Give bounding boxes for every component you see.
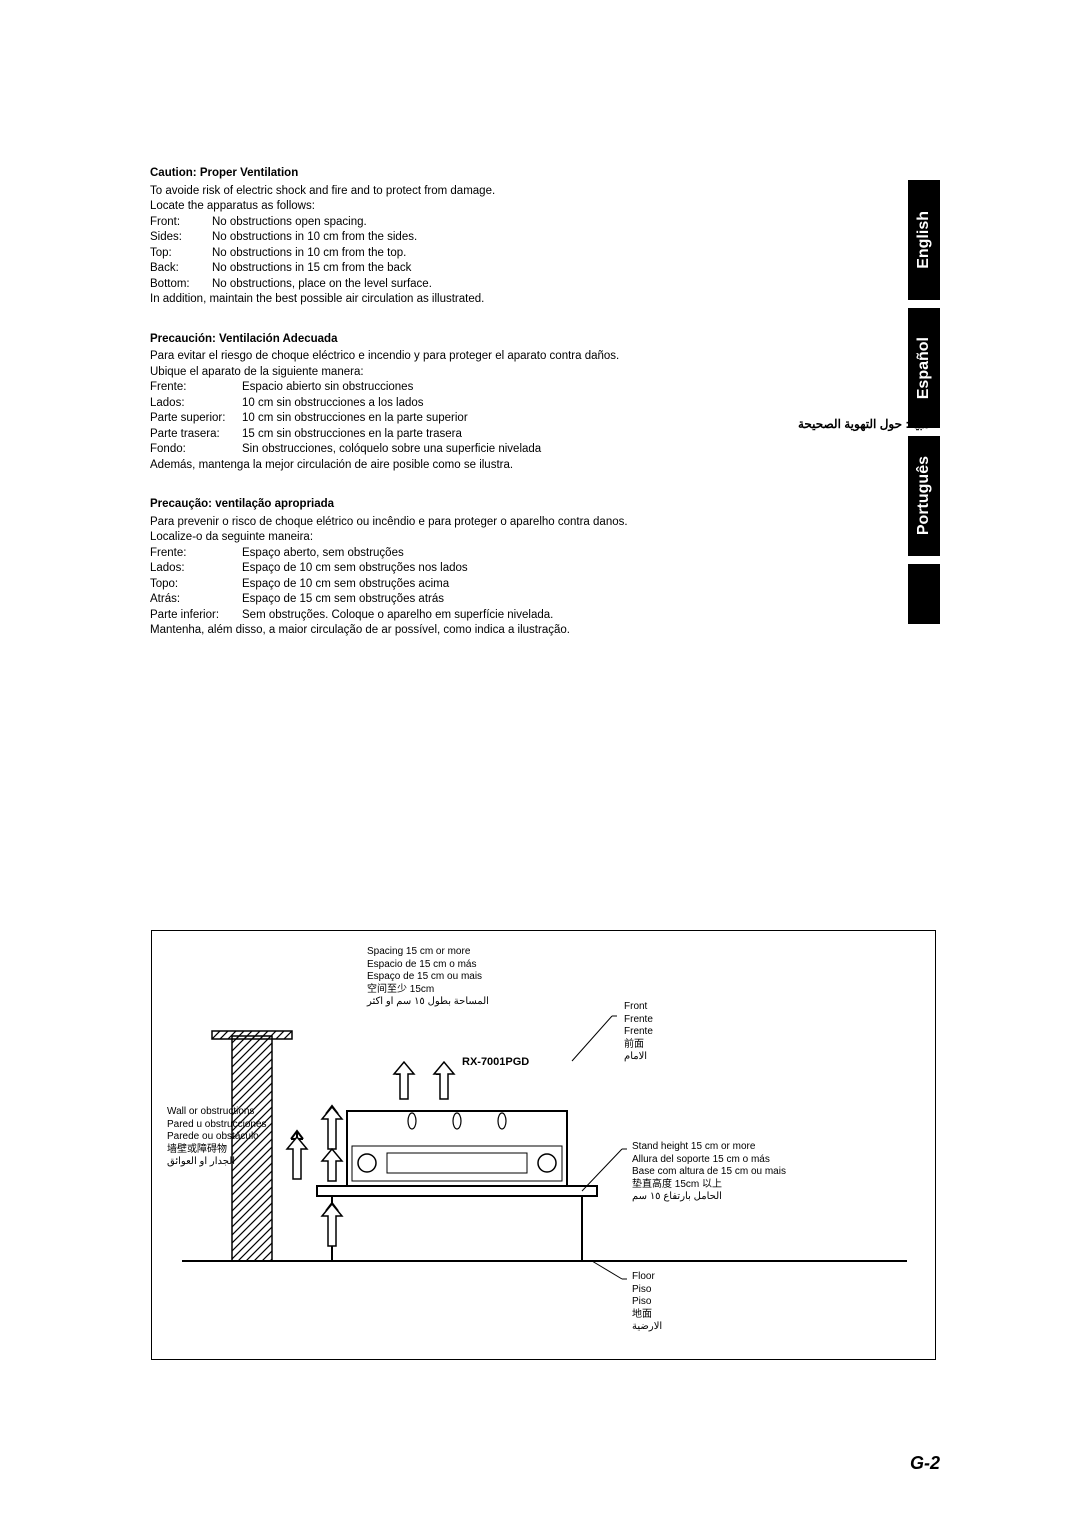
language-tabs: English Español Português	[908, 180, 940, 632]
intro1-es: Para evitar el riesgo de choque eléctric…	[150, 349, 630, 365]
spec-value: Espaço aberto, sem obstruções	[242, 546, 630, 562]
tab-portuguese: Português	[908, 436, 940, 556]
spec-row: Parte inferior:Sem obstruções. Coloque o…	[150, 608, 630, 624]
diagram-svg	[152, 931, 937, 1361]
spec-row: Frente:Espaço aberto, sem obstruções	[150, 546, 630, 562]
spec-value: No obstructions open spacing.	[212, 215, 630, 231]
spec-value: Sem obstruções. Coloque o aparelho em su…	[242, 608, 630, 624]
tab-blank	[908, 564, 940, 624]
caution-english: Caution: Proper Ventilation To avoide ri…	[150, 166, 630, 308]
floor-label: Floor Piso Piso 地面 الارضية	[632, 1271, 662, 1334]
outro-es: Además, mantenga la mejor circulación de…	[150, 458, 630, 474]
spec-value: No obstructions in 10 cm from the sides.	[212, 230, 630, 246]
spec-row: Front:No obstructions open spacing.	[150, 215, 630, 231]
front-label: Front Frente Frente 前面 الامام	[624, 1001, 653, 1064]
ventilation-diagram: RX-7001PGD Spacing 15 cm or more Espacio…	[151, 930, 936, 1360]
spec-value: No obstructions in 15 cm from the back	[212, 261, 630, 277]
spec-label: Parte trasera:	[150, 427, 242, 443]
spec-row: Top:No obstructions in 10 cm from the to…	[150, 246, 630, 262]
spec-label: Back:	[150, 261, 212, 277]
spec-value: Espaço de 10 cm sem obstruções nos lados	[242, 561, 630, 577]
stand-label: Stand height 15 cm or more Allura del so…	[632, 1141, 786, 1204]
spec-row: Fondo:Sin obstrucciones, colóquelo sobre…	[150, 442, 630, 458]
page-number: G-2	[910, 1453, 940, 1474]
title-es: Precaución: Ventilación Adecuada	[150, 332, 630, 348]
caution-spanish: Precaución: Ventilación Adecuada Para ev…	[150, 332, 630, 474]
spec-value: Espaço de 15 cm sem obstruções atrás	[242, 592, 630, 608]
spec-row: Frente:Espacio abierto sin obstrucciones	[150, 380, 630, 396]
spacing-label: Spacing 15 cm or more Espacio de 15 cm o…	[367, 946, 489, 1009]
spec-value: Sin obstrucciones, colóquelo sobre una s…	[242, 442, 630, 458]
intro2-pt: Localize-o da seguinte maneira:	[150, 530, 630, 546]
spec-row: Lados:10 cm sin obstrucciones a los lado…	[150, 396, 630, 412]
spec-value: 15 cm sin obstrucciones en la parte tras…	[242, 427, 630, 443]
intro2-en: Locate the apparatus as follows:	[150, 199, 630, 215]
spec-value: Espacio abierto sin obstrucciones	[242, 380, 630, 396]
spec-row: Atrás:Espaço de 15 cm sem obstruções atr…	[150, 592, 630, 608]
outro-pt: Mantenha, além disso, a maior circulação…	[150, 623, 630, 639]
intro1-pt: Para prevenir o risco de choque elétrico…	[150, 515, 630, 531]
spec-label: Parte superior:	[150, 411, 242, 427]
outro-en: In addition, maintain the best possible …	[150, 292, 630, 308]
spec-row: Parte superior:10 cm sin obstrucciones e…	[150, 411, 630, 427]
intro1-en: To avoide risk of electric shock and fir…	[150, 184, 630, 200]
intro2-es: Ubique el aparato de la siguiente manera…	[150, 365, 630, 381]
spec-label: Fondo:	[150, 442, 242, 458]
spec-label: Topo:	[150, 577, 242, 593]
title-en: Caution: Proper Ventilation	[150, 166, 630, 182]
title-pt: Precaução: ventilação apropriada	[150, 497, 630, 513]
spec-value: No obstructions, place on the level surf…	[212, 277, 630, 293]
spec-row: Back:No obstructions in 15 cm from the b…	[150, 261, 630, 277]
tab-english: English	[908, 180, 940, 300]
spec-label: Bottom:	[150, 277, 212, 293]
spec-value: 10 cm sin obstrucciones en la parte supe…	[242, 411, 630, 427]
spec-value: Espaço de 10 cm sem obstruções acima	[242, 577, 630, 593]
wall-label: Wall or obstructions Pared u obstruccion…	[167, 1106, 267, 1169]
spec-label: Frente:	[150, 546, 242, 562]
spec-row: Topo:Espaço de 10 cm sem obstruções acim…	[150, 577, 630, 593]
spec-label: Front:	[150, 215, 212, 231]
model-label: RX-7001PGD	[462, 1056, 529, 1070]
tab-spanish: Español	[908, 308, 940, 428]
spec-value: No obstructions in 10 cm from the top.	[212, 246, 630, 262]
caution-portuguese: Precaução: ventilação apropriada Para pr…	[150, 497, 630, 639]
spec-value: 10 cm sin obstrucciones a los lados	[242, 396, 630, 412]
arabic-caution: تنبيه: حول التهوية الصحيحة	[798, 417, 930, 431]
spec-row: Lados:Espaço de 10 cm sem obstruções nos…	[150, 561, 630, 577]
spec-label: Lados:	[150, 396, 242, 412]
spec-label: Top:	[150, 246, 212, 262]
spec-label: Sides:	[150, 230, 212, 246]
spec-row: Sides:No obstructions in 10 cm from the …	[150, 230, 630, 246]
spec-label: Atrás:	[150, 592, 242, 608]
spec-label: Lados:	[150, 561, 242, 577]
spec-row: Bottom:No obstructions, place on the lev…	[150, 277, 630, 293]
spec-row: Parte trasera:15 cm sin obstrucciones en…	[150, 427, 630, 443]
spec-label: Frente:	[150, 380, 242, 396]
spec-label: Parte inferior:	[150, 608, 242, 624]
